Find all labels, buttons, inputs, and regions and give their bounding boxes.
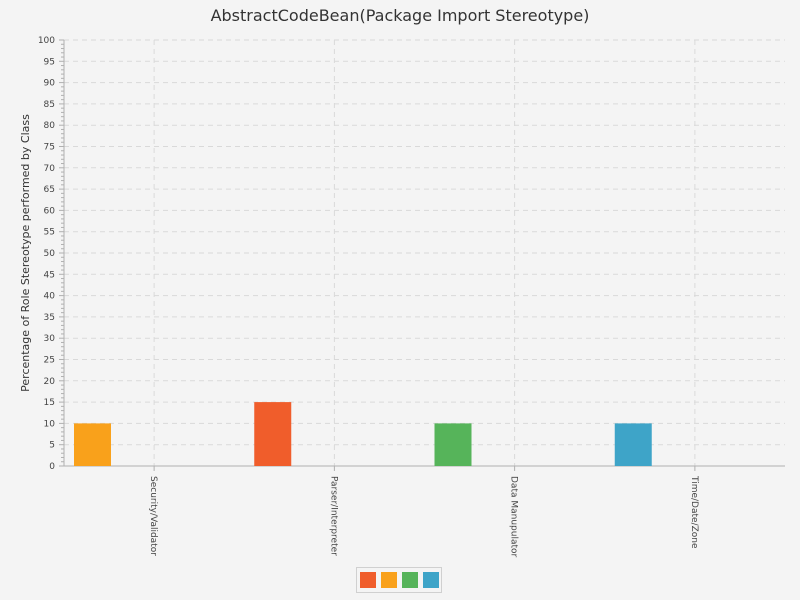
x-tick-label: Data Manupulator xyxy=(509,476,519,558)
bar-layer xyxy=(74,402,652,466)
y-tick-label: 90 xyxy=(44,79,56,89)
grid-layer xyxy=(64,39,785,466)
y-tick-label: 60 xyxy=(44,206,56,216)
chart-title: AbstractCodeBean(Package Import Stereoty… xyxy=(210,6,590,25)
y-tick-label: 5 xyxy=(49,441,55,451)
y-tick-label: 70 xyxy=(44,164,56,174)
y-tick-label: 80 xyxy=(44,121,56,131)
y-tick-label: 40 xyxy=(44,292,56,302)
y-tick-label: 65 xyxy=(44,185,55,195)
legend-swatch-1 xyxy=(359,572,376,588)
y-tick-label: 35 xyxy=(44,313,55,323)
legend-swatch-4 xyxy=(422,572,439,588)
bar-time-date-zone[interactable] xyxy=(614,423,652,466)
bar-parser-interpreter[interactable] xyxy=(254,402,292,466)
axis-layer: 0 5 10 15 20 25 30 35 40 45 50 55 60 65 70 75 80 85 90 95 10… xyxy=(38,36,785,558)
y-tick-label: 30 xyxy=(44,334,56,344)
x-tick-label: Parser/Interpreter xyxy=(328,476,338,556)
y-tick-label: 20 xyxy=(44,377,56,387)
bar-data-manupulator[interactable] xyxy=(434,423,472,466)
y-tick-label: 10 xyxy=(44,419,56,429)
y-tick-label: 0 xyxy=(49,462,55,472)
y-tick-label: 50 xyxy=(44,249,56,259)
y-tick-label: 25 xyxy=(44,356,55,366)
y-tick-label: 45 xyxy=(44,270,55,280)
bar-security-validator[interactable] xyxy=(74,423,111,466)
y-tick-label: 100 xyxy=(38,36,55,46)
y-axis-label: Percentage of Role Stereotype performed … xyxy=(19,114,32,392)
y-tick-label: 75 xyxy=(44,143,55,153)
legend-swatch-2 xyxy=(380,572,397,588)
y-tick-label: 85 xyxy=(44,100,55,110)
y-tick-label: 15 xyxy=(44,398,55,408)
x-tick-label: Security/Validator xyxy=(148,476,158,556)
y-tick-label: 55 xyxy=(44,228,55,238)
legend-swatch-3 xyxy=(401,572,418,588)
y-tick-label: 95 xyxy=(44,57,55,67)
x-tick-label: Time/Date/Zone xyxy=(689,475,699,549)
legend xyxy=(356,567,442,593)
